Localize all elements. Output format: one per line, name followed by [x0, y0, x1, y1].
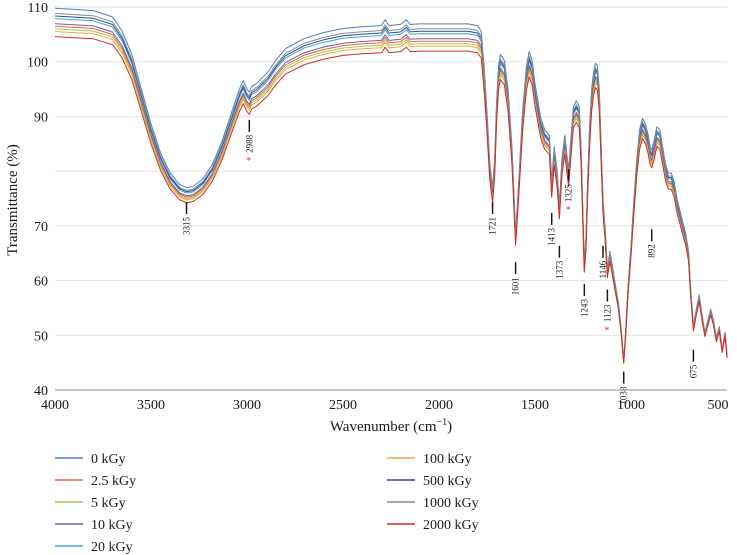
- annotation-label: 1373: [554, 260, 564, 279]
- peak-annotations: 3315 2988 * 1721 1601 1413 1373 1325 * 1243 1146 11…: [182, 119, 698, 405]
- annotation-label: 1146: [598, 260, 608, 278]
- annotation-marker: *: [604, 326, 609, 337]
- legend-label: 100 kGy: [423, 452, 472, 467]
- x-tick-label: 1500: [521, 398, 549, 413]
- x-axis-label-main: Wavenumber (cm: [330, 419, 437, 435]
- series-line: [54, 12, 728, 362]
- legend-label: 20 kGy: [91, 540, 133, 555]
- series-line: [54, 23, 728, 363]
- x-tick-label: 4000: [41, 398, 69, 413]
- x-tick-label: 2500: [329, 398, 357, 413]
- legend-label: 5 kGy: [91, 496, 126, 511]
- annotation-label: 3315: [182, 217, 192, 236]
- annotation-label: 2988: [244, 134, 254, 153]
- series-lines: [54, 7, 728, 364]
- legend-label: 500 kGy: [423, 474, 472, 489]
- legend-label: 10 kGy: [91, 518, 133, 533]
- x-axis-label-close: ): [447, 419, 452, 435]
- annotation-label: 1601: [511, 277, 521, 295]
- annotation-label: 1325: [564, 184, 574, 203]
- annotation-label: 1038: [619, 386, 629, 405]
- x-axis-label: Wavenumber (cm−1): [330, 417, 452, 435]
- legend-label: 2000 kGy: [423, 518, 479, 533]
- x-tick-label: 1000: [617, 398, 645, 413]
- x-tick-label: 500: [708, 398, 729, 413]
- y-axis-label: Transmittance (%): [5, 144, 21, 256]
- legend-label: 2.5 kGy: [91, 474, 136, 489]
- y-tick-label: 110: [28, 1, 48, 16]
- x-tick-label: 3000: [233, 398, 261, 413]
- x-axis-label-exponent: −1: [437, 417, 448, 428]
- y-tick-label: 60: [34, 275, 48, 290]
- x-tick-label: 3500: [137, 398, 165, 413]
- y-tick-label: 100: [27, 56, 48, 71]
- series-line: [54, 15, 728, 363]
- grid-lines: [55, 6, 727, 336]
- annotation-label: 1413: [547, 227, 557, 246]
- series-line: [54, 36, 728, 364]
- annotation-label: 1243: [579, 299, 589, 318]
- legend-label: 0 kGy: [91, 452, 126, 467]
- y-tick-label: 50: [34, 329, 48, 344]
- series-line: [54, 18, 728, 363]
- annotation-label: 675: [688, 364, 698, 378]
- annotation-marker: *: [246, 156, 251, 167]
- y-tick-label: 90: [34, 110, 48, 125]
- legend: 0 kGy 2.5 kGy 5 kGy 10 kGy 20 kGy 100 kGy 500 …: [55, 452, 479, 555]
- annotation-label: 1123: [602, 304, 612, 322]
- annotation-label: 1721: [488, 217, 498, 235]
- annotation-label: 892: [647, 244, 657, 257]
- tick-labels: 40 50 60 70 90 100 110 4000 3500 3000 2500 2000 1500…: [27, 1, 729, 413]
- annotation-marker: *: [566, 205, 571, 216]
- y-tick-label: 40: [34, 384, 48, 399]
- x-tick-label: 2000: [425, 398, 453, 413]
- legend-label: 1000 kGy: [423, 496, 479, 511]
- y-tick-label: 70: [34, 220, 48, 235]
